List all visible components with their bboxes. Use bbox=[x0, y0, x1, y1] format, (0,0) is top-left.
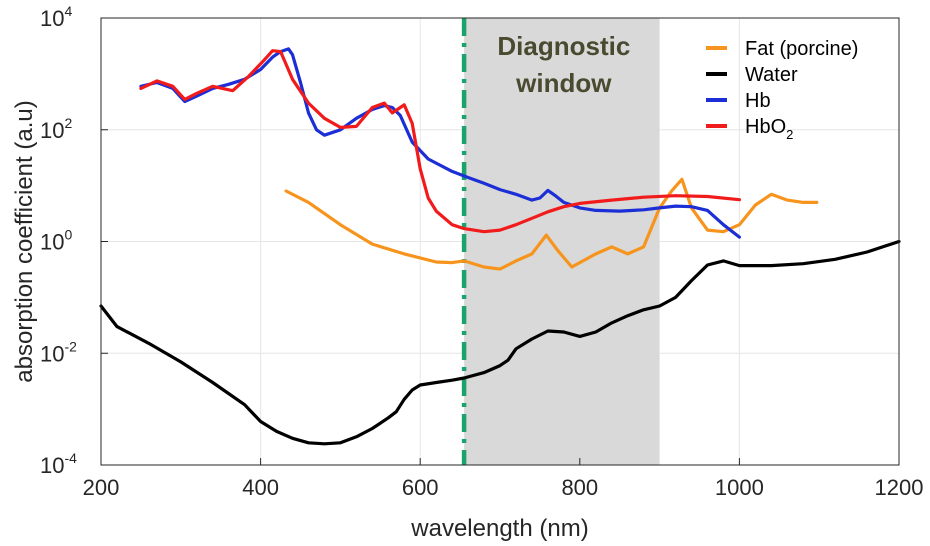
x-tick-label: 600 bbox=[402, 475, 439, 500]
y-tick-label: 100 bbox=[40, 227, 72, 255]
x-axis-title: wavelength (nm) bbox=[410, 515, 588, 542]
series-line-hbo2 bbox=[139, 49, 741, 234]
x-tick-label: 400 bbox=[242, 475, 279, 500]
legend-label: Water bbox=[745, 64, 798, 86]
diagnostic-window-label-line1: Diagnostic bbox=[497, 31, 630, 61]
diagnostic-window-label-line2: window bbox=[515, 68, 612, 98]
legend-label: Fat (porcine) bbox=[745, 38, 858, 60]
series-line-water bbox=[99, 239, 901, 446]
x-tick-label: 1000 bbox=[715, 475, 764, 500]
x-tick-label: 200 bbox=[83, 475, 120, 500]
tick-layer: 200 400 600 800 1000 1200 10-4 10-2 100 102 104 bbox=[40, 3, 923, 500]
legend-label: Hb bbox=[745, 90, 771, 112]
y-tick-label: 10-2 bbox=[40, 338, 77, 366]
diagnostic-window-region bbox=[464, 18, 660, 465]
y-tick-label: 104 bbox=[40, 3, 72, 31]
series-line-fat-porcine bbox=[284, 177, 819, 271]
x-tick-label: 800 bbox=[561, 475, 598, 500]
legend: Fat (porcine) Water Hb HbO2 bbox=[706, 38, 858, 142]
y-axis-title: absorption coefficient (a.u) bbox=[11, 100, 38, 382]
x-tick-label: 1200 bbox=[875, 475, 924, 500]
series-layer bbox=[99, 47, 901, 446]
y-tick-label: 102 bbox=[40, 115, 72, 143]
legend-label: HbO2 bbox=[745, 116, 793, 142]
y-tick-label: 10-4 bbox=[40, 450, 77, 478]
